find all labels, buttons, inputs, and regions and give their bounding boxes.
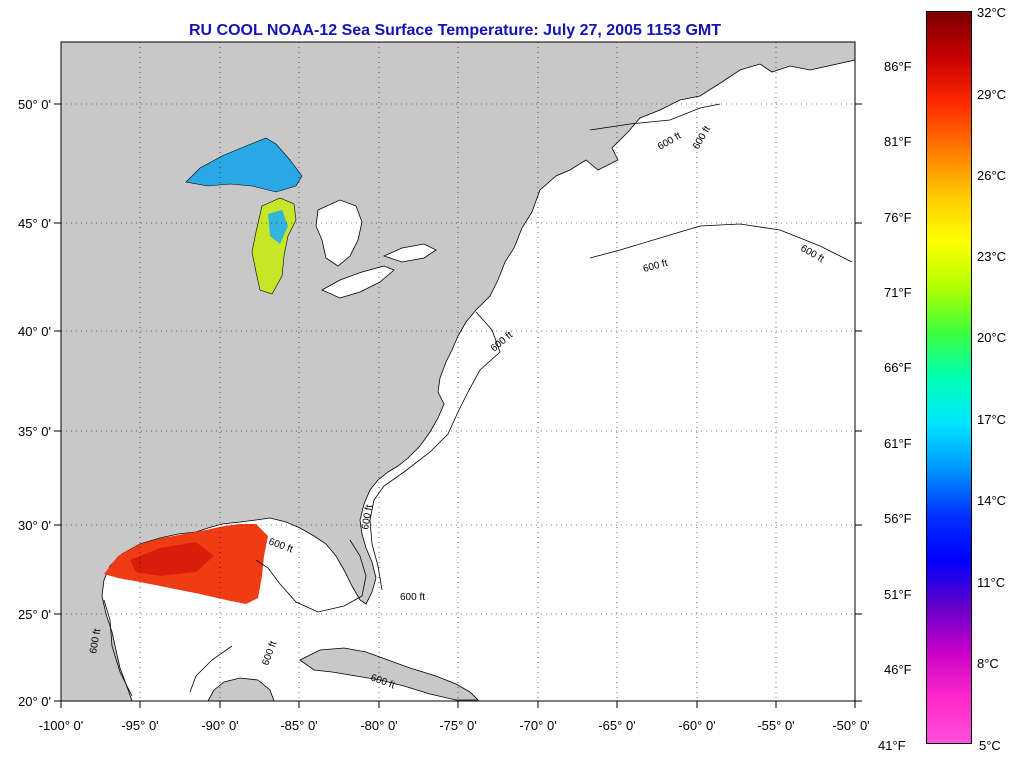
lon-label: -65° 0' [598,718,635,733]
fahrenheit-label: 61°F [884,436,912,451]
celsius-label: 14°C [977,493,1007,508]
fahrenheit-label: 51°F [884,587,912,602]
lon-label: -100° 0' [39,718,84,733]
lon-label: -70° 0' [519,718,556,733]
lon-label: -85° 0' [280,718,317,733]
celsius-label: 5°C [979,738,1001,753]
isobath-label: 600 ft [88,628,103,655]
fahrenheit-label: 76°F [884,210,912,225]
lon-label: -90° 0' [201,718,238,733]
lake-erie [321,265,395,299]
celsius-label: 20°C [977,330,1007,345]
lat-label: 25° 0' [18,607,51,622]
isobath-label: 600 ft [360,504,375,531]
lake-superior-sst [185,137,303,193]
fahrenheit-label: 56°F [884,511,912,526]
isobath-contours [103,103,853,697]
fahrenheit-label: 86°F [884,59,912,74]
celsius-label: 29°C [977,87,1007,102]
celsius-label: 11°C [977,575,1006,590]
fahrenheit-label: 66°F [884,360,912,375]
land-cuba [299,647,479,701]
celsius-label: 8°C [977,656,999,671]
celsius-label: 26°C [977,168,1007,183]
lake-michigan-sst-blue [268,210,288,244]
isobath-label: 600 ft [400,592,425,603]
celsius-label: 32°C [977,5,1007,20]
lon-label: -50° 0' [832,718,869,733]
lake-huron [315,199,363,267]
gulf-sst-data-hot [130,542,214,576]
fahrenheit-label: 41°F [878,738,906,753]
latitude-labels: 20° 0' 25° 0' 30° 0' 35° 0' 40° 0' 45° 0… [18,97,51,709]
lat-label: 30° 0' [18,518,51,533]
lat-label: 45° 0' [18,216,51,231]
lon-label: -75° 0' [439,718,476,733]
longitude-labels: -100° 0' -95° 0' -90° 0' -85° 0' -80° 0'… [39,718,870,733]
tick-marks [54,103,862,708]
lat-label: 20° 0' [18,694,51,709]
fahrenheit-label: 71°F [884,285,912,300]
temperature-colorbar [926,11,972,744]
lon-label: -80° 0' [360,718,397,733]
lat-label: 35° 0' [18,424,51,439]
land-yucatan [207,677,275,702]
land-north-america [60,41,856,702]
fahrenheit-label: 81°F [884,134,912,149]
map-title: RU COOL NOAA-12 Sea Surface Temperature:… [188,22,722,39]
lon-label: -95° 0' [121,718,158,733]
celsius-label: 17°C [977,412,1007,427]
fahrenheit-label: 46°F [884,662,912,677]
celsius-label: 23°C [977,249,1007,264]
lat-label: 40° 0' [18,324,51,339]
lake-ontario [382,243,437,263]
lat-label: 50° 0' [18,97,51,112]
lon-label: -60° 0' [678,718,715,733]
lon-label: -55° 0' [757,718,794,733]
